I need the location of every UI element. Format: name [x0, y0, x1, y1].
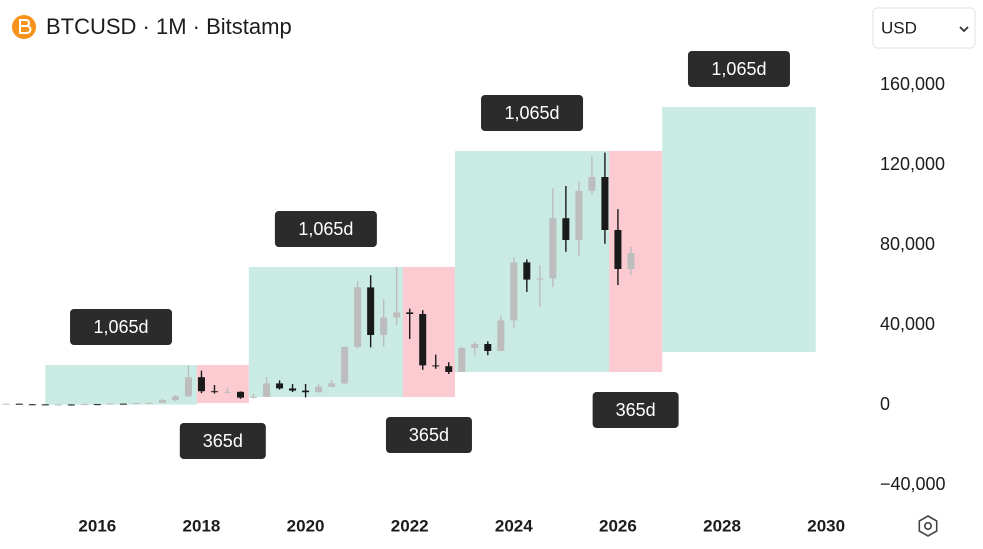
candle-body	[132, 403, 140, 405]
x-tick-label: 2026	[599, 516, 637, 535]
zones	[45, 107, 816, 405]
candle-body	[328, 383, 336, 387]
symbol-icon	[12, 15, 36, 39]
zone-label: 1,065d	[298, 219, 353, 239]
candle-body	[210, 391, 218, 393]
zone-labels: 1,065d 365d 1,065d 365d 1,065d 365d 1,065d	[70, 51, 790, 459]
candle-body	[93, 404, 101, 406]
zone-label-box	[481, 95, 584, 131]
zone-label-box	[70, 309, 173, 345]
zone-label-box	[179, 423, 266, 459]
candle-body	[484, 344, 492, 351]
candle-body	[41, 404, 49, 406]
x-tick-label: 2030	[807, 516, 845, 535]
candle-body	[549, 218, 557, 279]
candle-body	[158, 400, 166, 403]
zone-label-box	[592, 392, 679, 428]
x-tick-label: 2020	[287, 516, 325, 535]
candle-body	[28, 404, 36, 406]
candle-body	[380, 317, 388, 335]
zone-label: 1,065d	[505, 103, 560, 123]
candle-body	[15, 403, 23, 405]
y-tick-label: 0	[880, 394, 890, 414]
currency-selector[interactable]: USD	[872, 7, 976, 49]
settings-button[interactable]	[918, 515, 938, 537]
y-tick-label: 120,000	[880, 154, 945, 174]
candle-body	[419, 314, 427, 366]
axes: −40,000 0 40,000 80,000 120,000 160,000 2016 20…	[78, 74, 945, 536]
candle-body	[510, 262, 518, 321]
zone	[662, 107, 816, 352]
candle-body	[614, 230, 622, 269]
candle-body	[276, 383, 284, 389]
zone-label: 1,065d	[711, 59, 766, 79]
candle-body	[145, 402, 153, 404]
candle-body	[354, 287, 362, 347]
candle-body	[523, 262, 531, 280]
y-tick-label: 80,000	[880, 234, 935, 254]
candle-body	[601, 177, 609, 230]
candle-body	[171, 396, 179, 401]
candle-body	[445, 366, 453, 372]
zone-label: 365d	[409, 425, 449, 445]
candle-body	[289, 388, 297, 391]
zone-label: 1,065d	[94, 317, 149, 337]
candle-body	[471, 344, 479, 348]
zone	[248, 267, 403, 397]
candle-body	[223, 391, 231, 393]
candle-body	[54, 404, 62, 406]
candle-body	[562, 218, 570, 240]
chart-title: BTCUSD · 1M · Bitstamp	[46, 14, 292, 39]
candle-body	[263, 383, 271, 397]
candle-body	[315, 386, 323, 393]
zone	[454, 151, 610, 372]
x-tick-label: 2016	[78, 516, 116, 535]
candle-body	[536, 278, 544, 280]
zone-label-box	[687, 51, 790, 87]
zone-label-box	[274, 211, 377, 247]
candle-body	[575, 190, 583, 240]
candle-body	[237, 391, 245, 398]
candle-body	[393, 312, 401, 318]
candle-body	[302, 390, 310, 393]
candle-body	[197, 377, 205, 392]
candle-body	[341, 347, 349, 384]
candle-body	[2, 403, 10, 405]
candle-body	[106, 403, 114, 405]
zone-label: 365d	[616, 400, 656, 420]
candle-body	[67, 404, 75, 406]
candle-body	[458, 348, 466, 372]
zone-label-box	[385, 417, 472, 453]
candle-body	[80, 404, 88, 406]
candle-body	[184, 377, 192, 397]
y-tick-label: 160,000	[880, 74, 945, 94]
currency-label[interactable]: USD	[881, 18, 917, 37]
x-tick-label: 2022	[391, 516, 429, 535]
candles	[2, 152, 635, 406]
zone	[45, 365, 197, 405]
candle-body	[250, 396, 258, 398]
candle-body	[432, 365, 440, 367]
candle-body	[497, 320, 505, 351]
zone-label: 365d	[203, 431, 243, 451]
x-tick-label: 2024	[495, 516, 533, 535]
candle-body	[119, 403, 127, 405]
candle-body	[367, 287, 375, 335]
x-tick-label: 2018	[183, 516, 221, 535]
candle-body	[627, 253, 635, 269]
candle-body	[588, 177, 596, 191]
y-tick-label: −40,000	[880, 474, 946, 494]
candle-body	[406, 312, 414, 314]
zone	[402, 267, 455, 397]
y-tick-label: 40,000	[880, 314, 935, 334]
x-tick-label: 2028	[703, 516, 741, 535]
